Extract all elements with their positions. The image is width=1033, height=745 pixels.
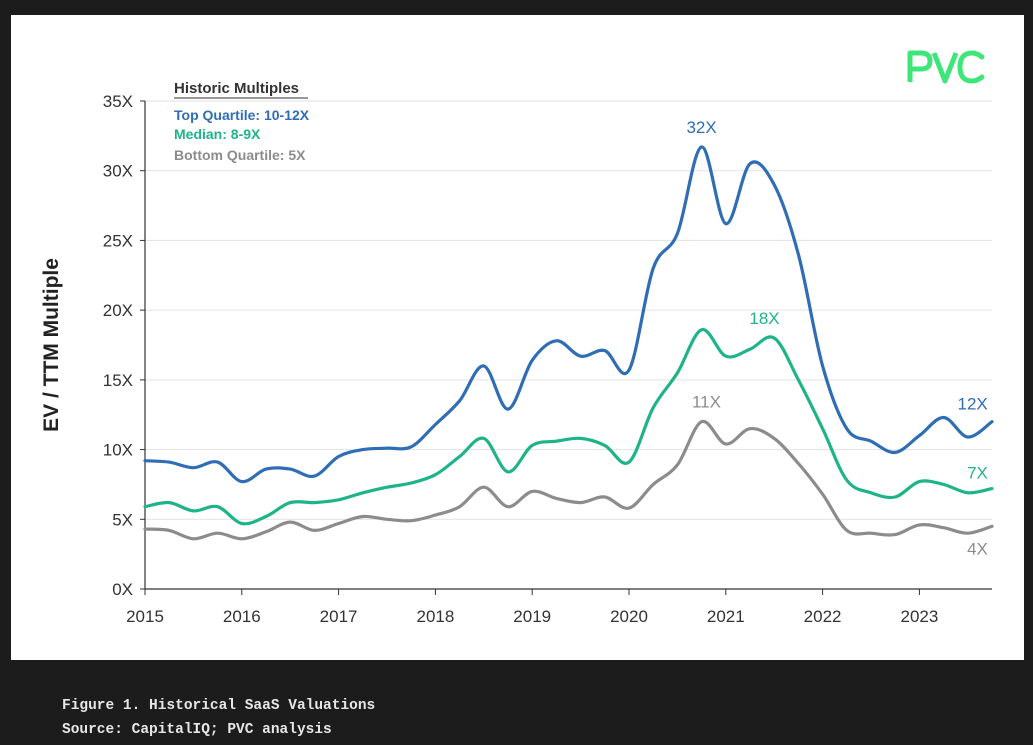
- peak-annotations: 32X 18X 11X 12X 7X 4X: [686, 118, 987, 558]
- y-tick-label: 35X: [103, 92, 133, 111]
- legend-entry-bottom-quartile: Bottom Quartile: 5X: [174, 147, 306, 163]
- legend-entry-median: Median: 8-9X: [174, 126, 261, 142]
- x-tick-label: 2022: [804, 607, 842, 626]
- annotation-label: 4X: [967, 539, 988, 558]
- annotation-label: 12X: [958, 395, 988, 414]
- y-tick-label: 0X: [112, 580, 133, 599]
- y-tick-label: 25X: [103, 231, 133, 250]
- chart-panel: [11, 15, 1024, 660]
- y-tick-label: 20X: [103, 301, 133, 320]
- annotation-label: 11X: [692, 393, 721, 412]
- annotation-label: 32X: [686, 118, 716, 137]
- x-tick-label: 2019: [513, 607, 551, 626]
- y-axis-ticks: 0X 5X 10X 15X 20X 25X 30X 35X: [103, 92, 145, 599]
- x-tick-label: 2018: [416, 607, 454, 626]
- y-axis-label: EV / TTM Multiple: [40, 258, 63, 432]
- figure-title: Figure 1. Historical SaaS Valuations: [62, 698, 376, 714]
- x-tick-label: 2023: [900, 607, 938, 626]
- grid-lines: [145, 100, 992, 520]
- x-tick-label: 2017: [320, 607, 358, 626]
- y-tick-label: 15X: [103, 371, 133, 390]
- figure-caption: Figure 1. Historical SaaS Valuations Sou…: [62, 694, 375, 742]
- x-tick-label: 2015: [126, 607, 164, 626]
- legend-entry-top-quartile: Top Quartile: 10-12X: [174, 107, 310, 123]
- annotation-label: 18X: [749, 309, 779, 328]
- series-line-median: [143, 328, 994, 526]
- series-layer: [143, 145, 994, 541]
- x-axis-ticks: 2015 2016 2017 2018 2019 2020 2021 2022 2023: [126, 589, 938, 626]
- x-tick-label: 2016: [223, 607, 261, 626]
- legend-title: Historic Multiples: [174, 80, 299, 97]
- figure-source: Source: CapitalIQ; PVC analysis: [62, 722, 332, 738]
- x-tick-label: 2021: [707, 607, 745, 626]
- annotation-label: 7X: [967, 464, 988, 483]
- pvc-logo: [907, 50, 985, 84]
- y-tick-label: 5X: [112, 510, 133, 529]
- y-tick-label: 10X: [103, 441, 133, 460]
- x-tick-label: 2020: [610, 607, 648, 626]
- y-tick-label: 30X: [103, 162, 133, 181]
- series-line-bottom-quartile: [143, 420, 994, 541]
- legend: Historic Multiples Top Quartile: 10-12X …: [174, 80, 310, 163]
- series-line-top-quartile: [143, 145, 994, 484]
